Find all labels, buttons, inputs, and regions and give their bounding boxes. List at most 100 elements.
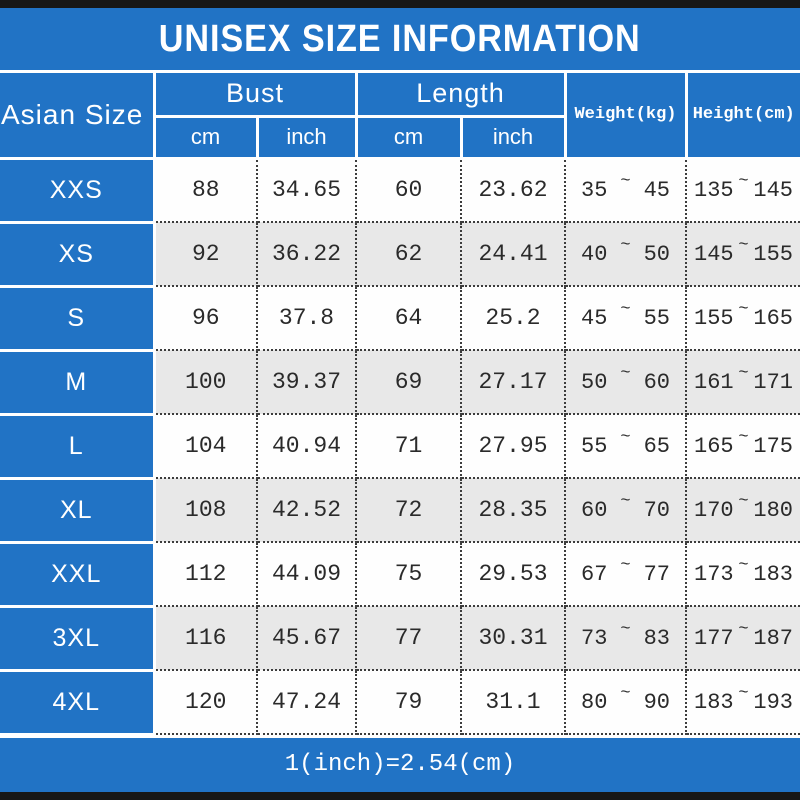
height-range-cell: 170 ~ 180 <box>685 477 800 543</box>
table-row: 3XL 116 45.67 77 30.31 73 ~ 83 177 ~ 187 <box>0 604 800 672</box>
footer-note: 1(inch)=2.54(cm) <box>284 751 516 779</box>
height-max: 187 <box>753 625 793 651</box>
tilde-symbol: ~ <box>738 619 749 639</box>
weight-range-cell: 35 ~ 45 <box>564 157 687 223</box>
weight-range: 55 ~ 65 <box>566 428 685 459</box>
length-inch-value: 29.53 <box>460 541 566 607</box>
table-row: M 100 39.37 69 27.17 50 ~ 60 161 ~ 171 <box>0 348 800 416</box>
col-group-length: Length <box>354 73 567 118</box>
tilde-symbol: ~ <box>738 555 749 575</box>
length-cm-value: 79 <box>355 669 462 735</box>
weight-min: 40 <box>581 241 608 267</box>
weight-range-cell: 50 ~ 60 <box>564 349 687 415</box>
weight-max: 70 <box>643 497 670 523</box>
header-row-groups: Asian Size Bust Length Weight(kg) Height… <box>0 73 800 160</box>
height-range: 145 ~ 155 <box>687 236 800 267</box>
length-inch-value: 27.17 <box>460 349 566 415</box>
length-inch-value: 25.2 <box>460 285 566 351</box>
bust-cm-value: 88 <box>153 157 258 223</box>
bust-inch-value: 44.09 <box>256 541 357 607</box>
size-label: XS <box>0 220 156 288</box>
weight-range: 80 ~ 90 <box>566 684 685 715</box>
tilde-symbol: ~ <box>738 235 749 255</box>
height-range: 173 ~ 183 <box>687 556 800 587</box>
weight-range-cell: 45 ~ 55 <box>564 285 687 351</box>
size-table: Asian Size Bust Length Weight(kg) Height… <box>0 73 800 736</box>
height-min: 173 <box>694 561 734 587</box>
bust-inch-value: 36.22 <box>256 221 357 287</box>
weight-min: 45 <box>581 305 608 331</box>
bust-cm-value: 104 <box>153 413 258 479</box>
weight-max: 45 <box>643 177 670 203</box>
col-header-weight: Weight(kg) <box>563 73 688 160</box>
height-max: 183 <box>753 561 793 587</box>
bust-cm-value: 120 <box>153 669 258 735</box>
height-max: 145 <box>753 177 793 203</box>
tilde-symbol: ~ <box>738 427 749 447</box>
weight-max: 50 <box>643 241 670 267</box>
weight-max: 77 <box>643 561 670 587</box>
bust-cm-value: 100 <box>153 349 258 415</box>
length-inch-value: 31.1 <box>460 669 566 735</box>
length-cm-value: 69 <box>355 349 462 415</box>
tilde-symbol: ~ <box>620 619 631 639</box>
length-cm-value: 60 <box>355 157 462 223</box>
tilde-symbol: ~ <box>738 363 749 383</box>
tilde-symbol: ~ <box>620 555 631 575</box>
height-range-cell: 183 ~ 193 <box>685 669 800 735</box>
tilde-symbol: ~ <box>738 171 749 191</box>
tilde-symbol: ~ <box>620 683 631 703</box>
height-range-cell: 135 ~ 145 <box>685 157 800 223</box>
tilde-symbol: ~ <box>620 491 631 511</box>
title-bar: UNISEX SIZE INFORMATION <box>0 8 800 70</box>
bust-cm-value: 116 <box>153 605 258 671</box>
top-border-bar <box>0 0 800 8</box>
header-row-units: cm inch cm inch <box>0 114 800 160</box>
height-max: 175 <box>753 433 793 459</box>
weight-min: 67 <box>581 561 608 587</box>
weight-range-cell: 55 ~ 65 <box>564 413 687 479</box>
weight-min: 35 <box>581 177 608 203</box>
size-label: L <box>0 412 156 480</box>
weight-max: 55 <box>643 305 670 331</box>
height-range: 183 ~ 193 <box>687 684 800 715</box>
size-label: M <box>0 348 156 416</box>
tilde-symbol: ~ <box>738 491 749 511</box>
height-max: 165 <box>753 305 793 331</box>
length-cm-value: 77 <box>355 605 462 671</box>
bust-cm-value: 92 <box>153 221 258 287</box>
weight-range: 73 ~ 83 <box>566 620 685 651</box>
height-min: 155 <box>694 305 734 331</box>
height-min: 183 <box>694 689 734 715</box>
tilde-symbol: ~ <box>620 171 631 191</box>
height-min: 165 <box>694 433 734 459</box>
size-label: 4XL <box>0 668 156 736</box>
weight-min: 60 <box>581 497 608 523</box>
table-body: XXS 88 34.65 60 23.62 35 ~ 45 135 ~ 145 … <box>0 156 800 736</box>
table-row: XXL 112 44.09 75 29.53 67 ~ 77 173 ~ 183 <box>0 540 800 608</box>
bust-inch-value: 40.94 <box>256 413 357 479</box>
height-max: 171 <box>753 369 793 395</box>
footer-bar: 1(inch)=2.54(cm) <box>0 735 800 792</box>
tilde-symbol: ~ <box>620 235 631 255</box>
length-cm-value: 62 <box>355 221 462 287</box>
weight-range: 40 ~ 50 <box>566 236 685 267</box>
bust-inch-value: 39.37 <box>256 349 357 415</box>
height-max: 180 <box>753 497 793 523</box>
length-cm-value: 75 <box>355 541 462 607</box>
table-row: L 104 40.94 71 27.95 55 ~ 65 165 ~ 175 <box>0 412 800 480</box>
table-row: S 96 37.8 64 25.2 45 ~ 55 155 ~ 165 <box>0 284 800 352</box>
bust-inch-value: 45.67 <box>256 605 357 671</box>
height-max: 193 <box>753 689 793 715</box>
size-label: XXS <box>0 156 156 224</box>
tilde-symbol: ~ <box>620 427 631 447</box>
length-cm-value: 72 <box>355 477 462 543</box>
length-inch-value: 27.95 <box>460 413 566 479</box>
table-row: XL 108 42.52 72 28.35 60 ~ 70 170 ~ 180 <box>0 476 800 544</box>
bust-inch-value: 47.24 <box>256 669 357 735</box>
weight-max: 65 <box>643 433 670 459</box>
height-min: 145 <box>694 241 734 267</box>
bust-inch-value: 37.8 <box>256 285 357 351</box>
bust-inch-value: 42.52 <box>256 477 357 543</box>
